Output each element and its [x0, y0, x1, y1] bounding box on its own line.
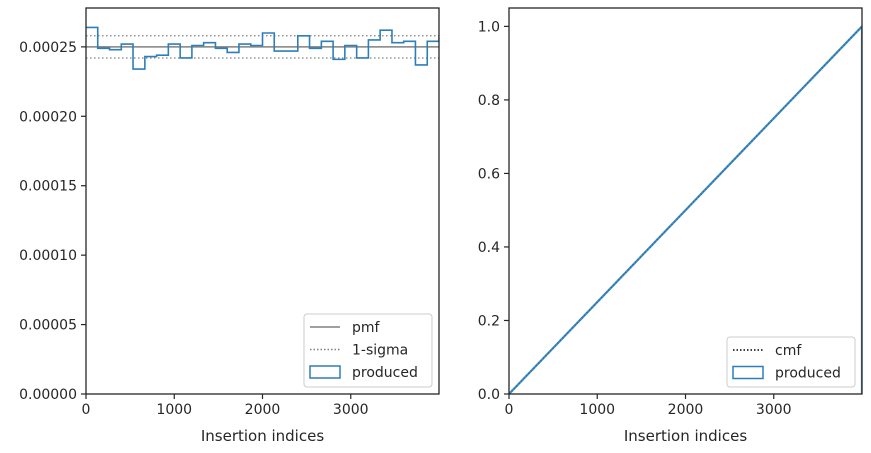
x-tick-label: 2000	[245, 402, 281, 418]
series-produced	[509, 24, 862, 394]
x-tick-label: 1000	[579, 402, 615, 418]
y-tick-label: 0.0	[478, 387, 500, 403]
x-tick-label: 0	[505, 402, 514, 418]
legend-label: pmf	[352, 320, 381, 336]
x-axis-label: Insertion indices	[201, 427, 324, 445]
legend: cmf produced	[726, 336, 856, 388]
x-tick-label: 1000	[156, 402, 192, 418]
y-tick-label: 0.8	[478, 93, 500, 109]
right-chart-cmf: 0 1000 2000 3000 0.0 0.2 0.4 0.6 0.8 1.0 Insertion…	[478, 7, 863, 445]
y-tick-label: 0.6	[478, 166, 500, 182]
legend-box	[303, 313, 433, 388]
x-tick-label: 3000	[333, 402, 369, 418]
y-tick-label: 0.00010	[19, 248, 77, 264]
legend-label: cmf	[775, 343, 802, 359]
legend-handle-produced	[309, 365, 341, 379]
y-tick-label: 0.00020	[19, 109, 77, 125]
plot-area	[509, 24, 862, 394]
y-tick-label: 0.2	[478, 313, 500, 329]
plot-area	[86, 26, 439, 70]
series-produced	[86, 26, 439, 70]
left-chart-pmf: 0 1000 2000 3000 0.00000 0.00005 0.00010 0.0001…	[19, 7, 440, 445]
y-tick-label: 1.0	[478, 19, 500, 35]
x-axis-label: Insertion indices	[624, 427, 747, 445]
y-tick-label: 0.00015	[19, 179, 77, 195]
x-tick-label: 0	[82, 402, 91, 418]
y-tick-label: 0.4	[478, 240, 500, 256]
legend-label: 1-sigma	[352, 343, 408, 359]
legend: pmf 1-sigma produced	[303, 313, 433, 388]
y-tick-label: 0.00000	[19, 387, 77, 403]
x-tick-label: 2000	[668, 402, 704, 418]
legend-label: produced	[775, 366, 841, 382]
legend-handle-produced	[732, 365, 764, 380]
y-tick-label: 0.00025	[19, 40, 77, 56]
y-tick-label: 0.00005	[19, 318, 77, 334]
x-tick-label: 3000	[756, 402, 792, 418]
legend-label: produced	[352, 365, 418, 381]
